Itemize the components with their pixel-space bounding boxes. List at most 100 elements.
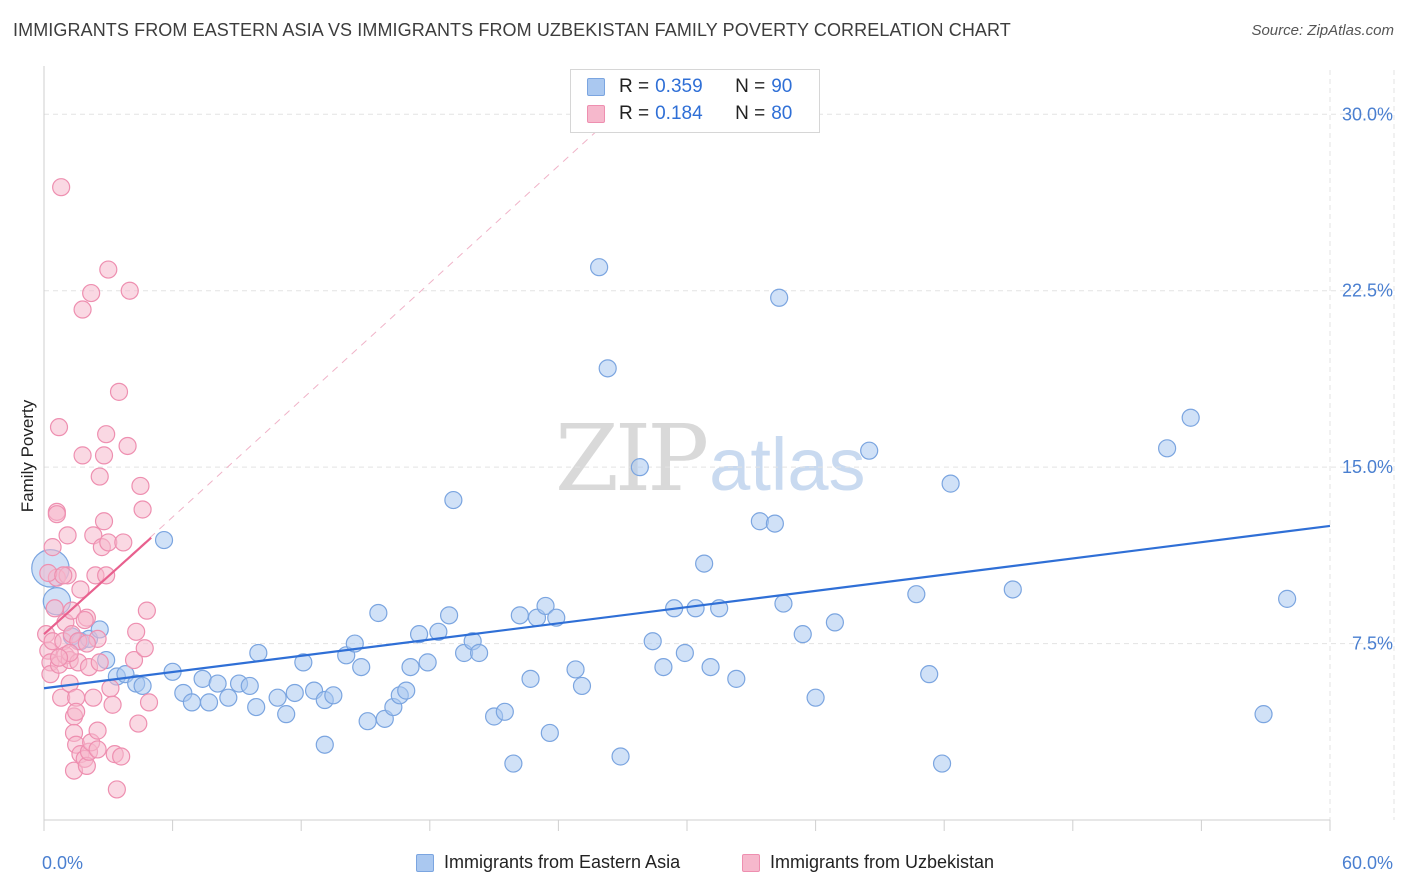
legend-r-label: R = bbox=[619, 76, 650, 97]
eastern-asia-point bbox=[182, 693, 201, 712]
data-points bbox=[31, 178, 1297, 799]
eastern-asia-point bbox=[444, 490, 463, 510]
uzbekistan-point bbox=[124, 650, 144, 670]
uzbekistan-point bbox=[90, 653, 109, 672]
legend-row-uzbekistan: R = 0.184 N = 80 bbox=[587, 101, 792, 127]
eastern-asia-trend-line bbox=[43, 524, 1331, 690]
eastern-asia-point bbox=[154, 530, 174, 550]
uzbekistan-point bbox=[43, 538, 62, 557]
uzbekistan-point bbox=[129, 714, 148, 733]
series-name-uzbekistan: Immigrants from Uzbekistan bbox=[770, 852, 995, 872]
legend-n-label: N = bbox=[735, 103, 766, 124]
eastern-asia-point bbox=[439, 606, 459, 625]
legend-n-value: 80 bbox=[771, 103, 793, 124]
uzbekistan-point bbox=[47, 505, 66, 524]
eastern-asia-point bbox=[675, 643, 694, 663]
uzbekistan-point bbox=[49, 648, 69, 667]
eastern-asia-point bbox=[429, 622, 448, 641]
eastern-asia-point bbox=[240, 676, 259, 696]
eastern-asia-point bbox=[793, 625, 812, 644]
eastern-asia-point bbox=[504, 754, 523, 773]
eastern-asia-point bbox=[249, 643, 268, 663]
uzbekistan-point bbox=[52, 178, 71, 197]
y-tick-label: 30.0% bbox=[1342, 104, 1393, 124]
eastern-asia-point bbox=[765, 514, 784, 533]
uzbekistan-point bbox=[58, 526, 77, 545]
eastern-asia-point bbox=[547, 608, 566, 627]
eastern-asia-point bbox=[630, 458, 649, 477]
eastern-asia-point bbox=[133, 676, 152, 696]
uzbekistan-point bbox=[103, 695, 122, 714]
uzbekistan-point bbox=[84, 688, 103, 707]
legend-n-value: 90 bbox=[771, 76, 793, 97]
eastern-asia-point bbox=[285, 683, 304, 703]
eastern-asia-point bbox=[358, 712, 377, 731]
uzbekistan-point bbox=[127, 622, 146, 641]
eastern-asia-point bbox=[277, 705, 296, 724]
eastern-asia-point bbox=[750, 512, 769, 531]
y-tick-label: 15.0% bbox=[1342, 457, 1393, 477]
legend-swatch-pink bbox=[587, 105, 605, 123]
eastern-asia-point bbox=[495, 702, 514, 721]
chart-title: IMMIGRANTS FROM EASTERN ASIA VS IMMIGRAN… bbox=[13, 20, 1011, 40]
series-swatch-blue bbox=[416, 853, 434, 872]
uzbekistan-point bbox=[139, 693, 159, 712]
eastern-asia-point bbox=[727, 669, 746, 688]
eastern-asia-point bbox=[590, 258, 609, 277]
watermark-zip: ZIP bbox=[555, 405, 709, 512]
uzbekistan-point bbox=[88, 721, 107, 740]
eastern-asia-point bbox=[1254, 705, 1273, 724]
trend-lines bbox=[43, 130, 1331, 690]
uzbekistan-point bbox=[133, 500, 152, 519]
eastern-asia-point bbox=[369, 603, 388, 623]
uzbekistan-point bbox=[49, 418, 69, 437]
eastern-asia-point bbox=[324, 686, 343, 705]
uzbekistan-point bbox=[137, 601, 156, 620]
eastern-asia-point bbox=[598, 359, 617, 378]
uzbekistan-point bbox=[107, 780, 126, 799]
uzbekistan-point bbox=[90, 467, 109, 486]
legend-r-label: R = bbox=[619, 103, 650, 124]
uzbekistan-point bbox=[114, 533, 133, 552]
uzbekistan-point bbox=[112, 747, 131, 766]
uzbekistan-point bbox=[109, 382, 129, 401]
uzbekistan-point bbox=[45, 599, 64, 618]
eastern-asia-point bbox=[397, 681, 416, 700]
eastern-asia-point bbox=[268, 688, 287, 707]
uzbekistan-point bbox=[73, 300, 92, 319]
eastern-asia-point bbox=[1278, 589, 1297, 608]
eastern-asia-point bbox=[199, 693, 219, 712]
y-tick-label: 22.5% bbox=[1342, 281, 1393, 301]
eastern-asia-point bbox=[774, 594, 793, 613]
eastern-asia-point bbox=[566, 660, 585, 679]
gridlines bbox=[44, 70, 1395, 820]
eastern-asia-point bbox=[695, 554, 714, 573]
eastern-asia-point bbox=[686, 599, 705, 618]
eastern-asia-point bbox=[401, 657, 420, 677]
uzbekistan-trend-line bbox=[43, 536, 152, 635]
watermark: ZIPatlas bbox=[555, 405, 865, 512]
eastern-asia-point bbox=[409, 625, 429, 644]
series-name-eastern-asia: Immigrants from Eastern Asia bbox=[444, 852, 681, 872]
legend-r-value: 0.184 bbox=[655, 103, 703, 124]
watermark-atlas: atlas bbox=[709, 423, 866, 506]
source-label: Source: ZipAtlas.com bbox=[1251, 22, 1394, 39]
uzbekistan-point bbox=[54, 566, 73, 585]
eastern-asia-point bbox=[860, 441, 879, 460]
eastern-asia-point bbox=[770, 288, 789, 307]
uzbekistan-point bbox=[73, 446, 92, 465]
uzbekistan-point bbox=[82, 283, 101, 303]
uzbekistan-point bbox=[94, 446, 114, 465]
eastern-asia-point bbox=[572, 676, 592, 696]
eastern-asia-point bbox=[219, 688, 238, 707]
uzbekistan-point bbox=[131, 476, 150, 496]
legend-n-label: N = bbox=[735, 76, 766, 97]
eastern-asia-point bbox=[1181, 408, 1200, 427]
eastern-asia-point bbox=[193, 669, 212, 688]
uzbekistan-point bbox=[94, 512, 114, 531]
uzbekistan-point bbox=[77, 634, 96, 653]
eastern-asia-point bbox=[521, 669, 540, 688]
eastern-asia-point bbox=[1003, 580, 1022, 599]
eastern-asia-point bbox=[806, 688, 825, 707]
